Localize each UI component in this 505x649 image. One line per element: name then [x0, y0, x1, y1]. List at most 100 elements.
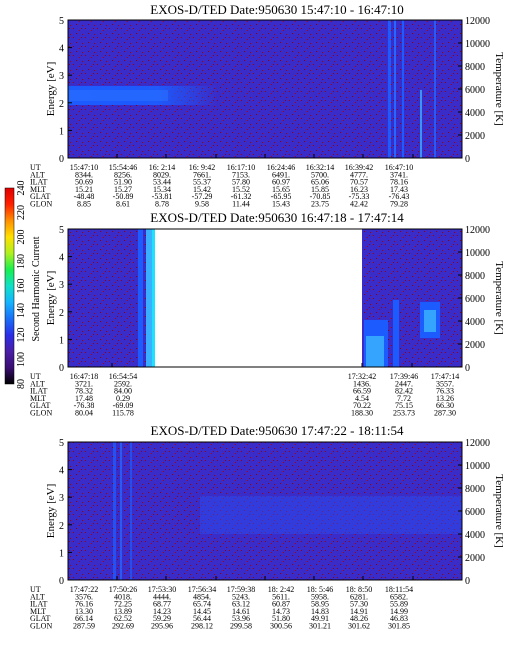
ephemeris-cell: 301.62 [348, 622, 370, 631]
ephemeris-cell: 15:47:10 [70, 163, 98, 172]
ephemeris-cell: 13.26 [436, 394, 454, 403]
ephemeris-cell: 14.45 [193, 607, 211, 616]
y-tick-label: 3 [59, 493, 64, 504]
ephemeris-cell: 3721. [75, 379, 93, 388]
ephemeris-cell: 6281. [350, 592, 368, 601]
ephemeris-cell: 5243. [232, 592, 250, 601]
panel-1-ephemeris-table: UTALTILATMLTGLATGLON15:47:108344.50.6915… [30, 154, 463, 209]
ephemeris-cell: -50.89 [113, 192, 134, 201]
ephemeris-cell: 78.32 [75, 387, 93, 396]
ephemeris-cell: 68.77 [153, 600, 171, 609]
panel-3-band-low [200, 496, 462, 534]
ephemeris-cell: 15.21 [75, 185, 93, 194]
ephemeris-cell: -69.09 [113, 401, 134, 410]
ephemeris-cell: 65.06 [311, 178, 329, 187]
panel-3-stripe-a [113, 442, 116, 580]
ephemeris-cell: 115.78 [112, 409, 134, 418]
ephemeris-cell: 16: 9:42 [189, 163, 215, 172]
panel-1-stripe-b [394, 20, 396, 158]
ephemeris-cell: 4.54 [355, 394, 369, 403]
ephemeris-cell: 66.14 [75, 614, 93, 623]
ephemeris-cell: 287.30 [434, 409, 456, 418]
ephemeris-cell: 300.56 [270, 622, 292, 631]
ephemeris-cell: 18: 8:50 [346, 585, 372, 594]
ephemeris-cell: 16:39:42 [345, 163, 373, 172]
y-tick-label: 2 [59, 308, 64, 319]
y2-tick-label: 12000 [465, 16, 490, 27]
y-tick-label: 0 [59, 363, 64, 374]
ephemeris-cell: 5958. [311, 592, 329, 601]
y-tick-label: 2 [59, 99, 64, 110]
ephemeris-cell: 79.28 [390, 200, 408, 209]
ephemeris-row-label: GLON [30, 200, 52, 209]
ephemeris-cell: 14.61 [232, 607, 250, 616]
ephemeris-cell: 15.34 [153, 185, 171, 194]
panel-3-y2-axis-label: Temperature [K] [493, 474, 505, 547]
ephemeris-cell: 17:53:30 [148, 585, 176, 594]
ephemeris-cell: 63.12 [232, 600, 250, 609]
ephemeris-cell: 17.43 [390, 185, 408, 194]
y-tick-label: 5 [59, 225, 64, 236]
panel-2-y-axis-label: Energy [eV] [45, 271, 57, 325]
y2-tick-label: 2000 [465, 340, 485, 351]
ephemeris-cell: 287.59 [73, 622, 95, 631]
ephemeris-cell: 59.29 [153, 614, 171, 623]
colorbar-tick-label: 80 [16, 379, 27, 389]
ephemeris-cell: -61.32 [231, 192, 252, 201]
ephemeris-row-label: ILAT [30, 600, 47, 609]
ephemeris-cell: 15.52 [232, 185, 250, 194]
ephemeris-cell: 14.91 [350, 607, 368, 616]
y2-tick-label: 6000 [465, 507, 485, 518]
ephemeris-cell: 17:59:38 [227, 585, 255, 594]
ephemeris-cell: -48.48 [74, 192, 95, 201]
y2-tick-label: 12000 [465, 225, 490, 236]
ephemeris-cell: 16:47:18 [70, 372, 98, 381]
ephemeris-cell: -53.81 [152, 192, 173, 201]
ephemeris-cell: 17:32:42 [348, 372, 376, 381]
ephemeris-cell: 8.61 [116, 200, 130, 209]
ephemeris-cell: 15.43 [272, 200, 290, 209]
y-tick-label: 4 [59, 253, 64, 264]
panel-1-stripe-a [388, 20, 391, 158]
panel-2-gap [155, 229, 362, 367]
ephemeris-cell: 18: 2:42 [268, 585, 294, 594]
ephemeris-cell: 51.90 [114, 178, 132, 187]
ephemeris-cell: 3576. [75, 592, 93, 601]
ephemeris-cell: 6582. [390, 592, 408, 601]
panel-1-stripe-e [434, 20, 436, 158]
y-tick-label: 4 [59, 466, 64, 477]
ephemeris-cell: 16:24:46 [267, 163, 295, 172]
panel-3-title: EXOS-D/TED Date:950630 17:47:22 - 18:11:… [151, 423, 404, 438]
ephemeris-cell: 17:39:46 [390, 372, 418, 381]
ephemeris-row-label: UT [30, 163, 41, 172]
ephemeris-cell: 57.30 [350, 600, 368, 609]
ephemeris-cell: 78.16 [390, 178, 408, 187]
y2-tick-label: 4000 [465, 317, 485, 328]
panel-1-stripe-c [402, 20, 404, 158]
ephemeris-cell: 3741. [390, 170, 408, 179]
ephemeris-row-label: GLON [30, 622, 52, 631]
panel-2-stripe-b [146, 229, 152, 367]
y2-tick-label: 12000 [465, 438, 490, 449]
ephemeris-cell: 50.69 [75, 178, 93, 187]
ephemeris-cell: 16: 2:14 [149, 163, 175, 172]
ephemeris-cell: -76.38 [74, 401, 95, 410]
ephemeris-row-label: UT [30, 585, 41, 594]
panel-1-title: EXOS-D/TED Date:950630 15:47:10 - 16:47:… [150, 2, 403, 17]
panel-3-ephemeris-table: UTALTILATMLTGLATGLON17:47:223576.76.1613… [30, 576, 463, 631]
ephemeris-cell: 70.57 [350, 178, 368, 187]
ephemeris-cell: 15.65 [272, 185, 290, 194]
ephemeris-cell: 16:32:14 [306, 163, 334, 172]
ephemeris-cell: 14.83 [311, 607, 329, 616]
ephemeris-cell: 3557. [436, 379, 454, 388]
ephemeris-cell: 8.78 [155, 200, 169, 209]
colorbar-tick-label: 120 [16, 328, 27, 343]
y2-tick-label: 6000 [465, 85, 485, 96]
panel-2-lowenergy-blob-b [393, 300, 399, 367]
colorbar-tick-label: 100 [16, 352, 27, 367]
colorbar-tick-label: 160 [16, 279, 27, 294]
ephemeris-cell: 14.73 [272, 607, 290, 616]
ephemeris-row-label: ALT [30, 170, 45, 179]
ephemeris-cell: 14.23 [153, 607, 171, 616]
